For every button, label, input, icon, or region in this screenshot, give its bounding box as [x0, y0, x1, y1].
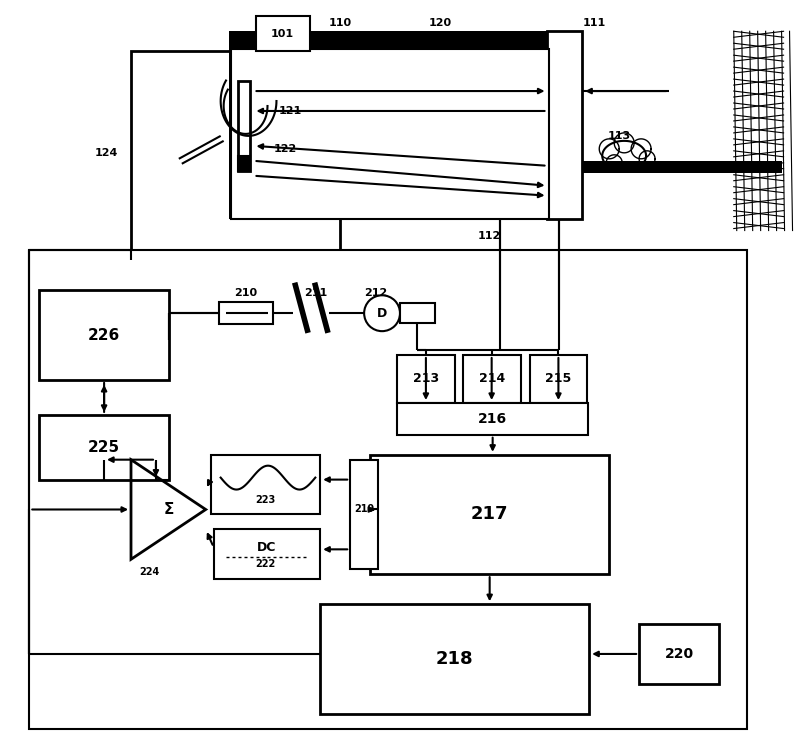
Bar [210, 455, 320, 515]
Text: DC: DC [257, 541, 276, 554]
Text: 224: 224 [139, 567, 159, 577]
Text: 212: 212 [365, 288, 388, 298]
Bar [230, 31, 550, 49]
Text: 213: 213 [413, 373, 439, 385]
Text: 218: 218 [436, 650, 474, 668]
Text: 122: 122 [274, 144, 297, 154]
Text: 219: 219 [354, 504, 374, 515]
Bar [547, 31, 559, 219]
Text: 111: 111 [582, 19, 606, 28]
Text: Σ: Σ [164, 502, 174, 517]
Text: 113: 113 [608, 131, 630, 141]
Bar [582, 161, 782, 173]
Bar [400, 303, 435, 323]
Bar [214, 530, 320, 579]
Bar [370, 455, 610, 574]
Text: 124: 124 [94, 148, 118, 158]
Text: 214: 214 [478, 373, 505, 385]
Bar [320, 604, 590, 713]
Bar [39, 291, 169, 380]
Text: 112: 112 [478, 231, 502, 241]
Bar [238, 156, 250, 171]
Bar [462, 355, 521, 403]
Text: 211: 211 [304, 288, 327, 298]
Bar [230, 201, 550, 219]
Text: 217: 217 [471, 506, 509, 524]
Text: 210: 210 [234, 288, 257, 298]
Bar [530, 355, 587, 403]
Bar [229, 31, 241, 219]
Bar [350, 459, 378, 569]
Text: 222: 222 [255, 560, 276, 569]
Bar [397, 355, 454, 403]
Text: 223: 223 [255, 495, 276, 504]
Bar [255, 16, 310, 52]
Text: 220: 220 [664, 647, 694, 661]
Text: 121: 121 [278, 106, 302, 116]
Bar [397, 403, 588, 435]
Text: 225: 225 [88, 440, 120, 455]
Text: 226: 226 [88, 328, 120, 343]
Bar [131, 52, 340, 261]
Bar [30, 250, 746, 728]
Text: 101: 101 [271, 29, 294, 40]
Bar [238, 81, 250, 171]
Bar [218, 303, 274, 324]
Text: D: D [377, 307, 387, 320]
Text: 120: 120 [428, 19, 451, 28]
Bar [639, 624, 719, 684]
Text: 216: 216 [478, 412, 507, 426]
Bar [547, 31, 582, 219]
Bar [230, 49, 550, 219]
Bar [39, 415, 169, 480]
Text: 110: 110 [329, 19, 352, 28]
Text: 215: 215 [546, 373, 571, 385]
